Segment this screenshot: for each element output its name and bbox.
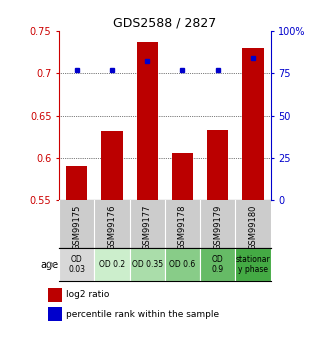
Bar	[101, 131, 123, 200]
Text: log2 ratio: log2 ratio	[66, 290, 109, 299]
Text: GSM99179: GSM99179	[213, 205, 222, 250]
Text: percentile rank within the sample: percentile rank within the sample	[66, 310, 219, 319]
Text: age: age	[40, 260, 58, 270]
Text: OD 0.2: OD 0.2	[99, 260, 125, 269]
Bar	[137, 42, 158, 200]
Text: GSM99180: GSM99180	[248, 205, 258, 250]
Text: GSM99176: GSM99176	[108, 205, 116, 250]
Bar	[130, 248, 165, 281]
Text: stationar
y phase: stationar y phase	[235, 255, 270, 275]
Bar	[48, 288, 62, 302]
Text: GSM99177: GSM99177	[143, 205, 152, 250]
Bar	[165, 248, 200, 281]
Bar	[66, 166, 87, 200]
Bar	[172, 153, 193, 200]
Text: GSM99175: GSM99175	[72, 205, 81, 250]
Title: GDS2588 / 2827: GDS2588 / 2827	[113, 17, 216, 30]
Text: OD
0.9: OD 0.9	[212, 255, 224, 275]
Bar	[242, 48, 263, 200]
Bar	[48, 307, 62, 321]
Text: OD 0.6: OD 0.6	[169, 260, 196, 269]
Bar	[200, 248, 235, 281]
Bar	[235, 248, 271, 281]
Text: GSM99178: GSM99178	[178, 205, 187, 250]
Bar	[94, 248, 130, 281]
Text: OD 0.35: OD 0.35	[132, 260, 163, 269]
Bar	[207, 130, 228, 200]
Text: OD
0.03: OD 0.03	[68, 255, 85, 275]
Bar	[59, 248, 94, 281]
